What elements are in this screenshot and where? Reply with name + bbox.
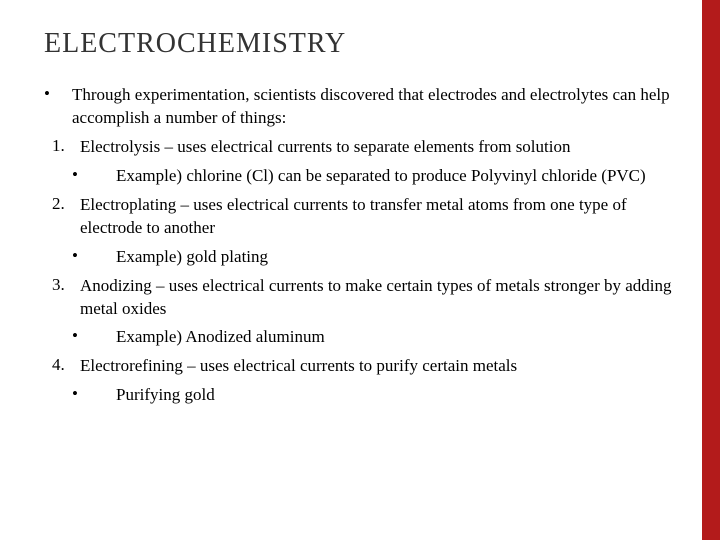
number-marker: 4.	[52, 355, 80, 375]
list-item-text: Anodizing – uses electrical currents to …	[80, 275, 676, 321]
list-item: Example) gold plating	[72, 246, 676, 269]
bullet-marker	[72, 326, 116, 346]
list-item: Through experimentation, scientists disc…	[44, 84, 676, 130]
slide-body: Through experimentation, scientists disc…	[44, 84, 676, 407]
list-item: 3.Anodizing – uses electrical currents t…	[52, 275, 676, 321]
bullet-marker	[44, 84, 72, 104]
list-item-text: Through experimentation, scientists disc…	[72, 84, 676, 130]
slide-title: ELECTROCHEMISTRY	[44, 28, 676, 60]
list-item-text: Electroplating – uses electrical current…	[80, 194, 676, 240]
list-item-text: Electrolysis – uses electrical currents …	[80, 136, 676, 159]
bullet-marker	[72, 384, 116, 404]
accent-bar	[702, 0, 720, 540]
list-item-text: Example) gold plating	[116, 246, 676, 269]
bullet-marker	[72, 246, 116, 266]
list-item-text: Electrorefining – uses electrical curren…	[80, 355, 676, 378]
number-marker: 3.	[52, 275, 80, 295]
number-marker: 2.	[52, 194, 80, 214]
number-marker: 1.	[52, 136, 80, 156]
list-item-text: Purifying gold	[116, 384, 676, 407]
list-item: 1.Electrolysis – uses electrical current…	[52, 136, 676, 159]
list-item: 4.Electrorefining – uses electrical curr…	[52, 355, 676, 378]
list-item-text: Example) Anodized aluminum	[116, 326, 676, 349]
list-item: Example) Anodized aluminum	[72, 326, 676, 349]
list-item: 2.Electroplating – uses electrical curre…	[52, 194, 676, 240]
list-item-text: Example) chlorine (Cl) can be separated …	[116, 165, 676, 188]
slide: ELECTROCHEMISTRY Through experimentation…	[0, 0, 720, 540]
list-item: Purifying gold	[72, 384, 676, 407]
bullet-marker	[72, 165, 116, 185]
list-item: Example) chlorine (Cl) can be separated …	[72, 165, 676, 188]
